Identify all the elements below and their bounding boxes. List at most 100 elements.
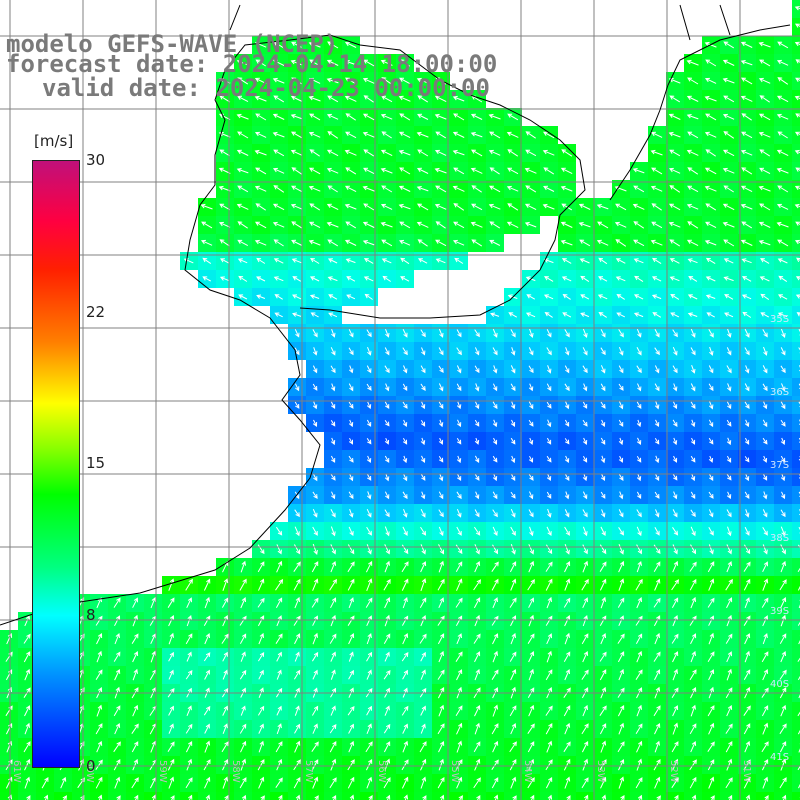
wind-arrow [671,777,679,789]
wind-arrow [741,167,753,175]
wind-arrow [690,633,697,645]
wind-arrow [740,60,753,66]
wind-arrow [672,722,679,735]
wind-arrow [636,437,642,446]
longitude-label: 58W [230,760,241,783]
wind-arrow [542,203,555,210]
wind-arrow [383,741,391,753]
wind-speed-cell [702,792,720,800]
wind-arrow [510,365,516,374]
wind-arrow [728,794,733,800]
wind-arrow [654,383,660,392]
wind-arrow [527,579,535,591]
wind-arrow [724,312,734,318]
wind-arrow [186,705,192,716]
wind-arrow [366,473,372,481]
wind-arrow [132,704,139,717]
colorbar-unit: [m/s] [34,132,74,150]
wind-arrow [256,257,266,264]
wind-arrow [420,508,426,518]
wind-arrow [401,776,409,789]
wind-arrow [600,455,606,464]
wind-arrow [581,578,589,591]
wind-arrow [134,794,139,800]
wind-arrow [779,741,787,753]
wind-speed-cell [792,162,800,180]
wind-arrow [782,794,787,800]
wind-arrow [632,168,645,174]
wind-arrow [456,437,462,445]
wind-arrow [236,203,249,210]
wind-arrow [560,185,573,192]
wind-arrow [240,740,247,753]
wind-arrow [582,365,588,374]
wind-arrow [114,633,120,645]
wind-arrow [273,258,284,264]
wind-arrow [474,614,480,627]
wind-arrow [653,597,661,608]
wind-arrow [278,794,283,800]
wind-arrow [672,615,678,627]
wind-arrow [434,113,447,120]
wind-arrow [725,723,733,734]
wind-arrow [312,723,318,734]
wind-arrow [725,578,733,591]
wind-arrow [384,401,390,410]
wind-arrow [219,276,230,282]
wind-arrow [762,668,769,681]
wind-arrow [781,383,786,392]
wind-arrow [764,794,769,800]
wind-arrow [506,221,519,229]
wind-arrow [654,419,660,428]
wind-speed-cell [0,792,18,800]
wind-arrow [687,131,699,139]
wind-arrow [636,544,642,555]
latitude-labels: 35S 36S 37S 38S 39S 40S 41S [770,314,789,763]
wind-arrow [399,239,411,246]
latitude-label: 41S [770,752,789,763]
wind-arrow [654,473,660,482]
wind-arrow [186,758,193,771]
wind-arrow [492,383,498,392]
wind-arrow [311,597,319,608]
wind-arrow [185,633,193,645]
wind-arrow [492,473,498,482]
longitude-label: 51W [741,760,752,783]
wind-arrow [564,526,570,536]
wind-speed-cell [792,468,800,486]
wind-arrow [310,257,320,264]
wind-arrow [654,776,661,789]
wind-arrow [438,597,444,609]
wind-arrow [114,776,121,789]
wind-arrow [309,276,320,282]
wind-speed-cell [792,486,800,504]
wind-arrow [384,614,390,627]
wind-arrow [727,328,732,338]
wind-arrow [704,167,717,175]
wind-arrow [598,276,608,282]
wind-arrow [776,149,789,157]
wind-arrow [744,509,750,518]
latitude-label: 35S [770,314,789,325]
wind-arrow [331,329,336,338]
wind-speed-cell [792,720,800,738]
wind-arrow [420,669,426,680]
wind-arrow [510,419,516,427]
wind-arrow [384,509,390,518]
wind-arrow [705,59,717,67]
wind-arrow [510,544,516,555]
wind-arrow [312,383,318,391]
wind-arrow [419,597,427,608]
wind-arrow [780,419,786,427]
wind-arrow [763,346,768,356]
wind-arrow [780,597,787,609]
wind-arrow [636,419,642,428]
wind-arrow [546,419,552,428]
wind-arrow [5,776,13,789]
wind-arrow [330,383,336,392]
wind-arrow [672,705,679,717]
wind-arrow [456,383,462,392]
wind-arrow [528,758,535,771]
wind-arrow [741,294,752,300]
wind-arrow [598,312,607,318]
